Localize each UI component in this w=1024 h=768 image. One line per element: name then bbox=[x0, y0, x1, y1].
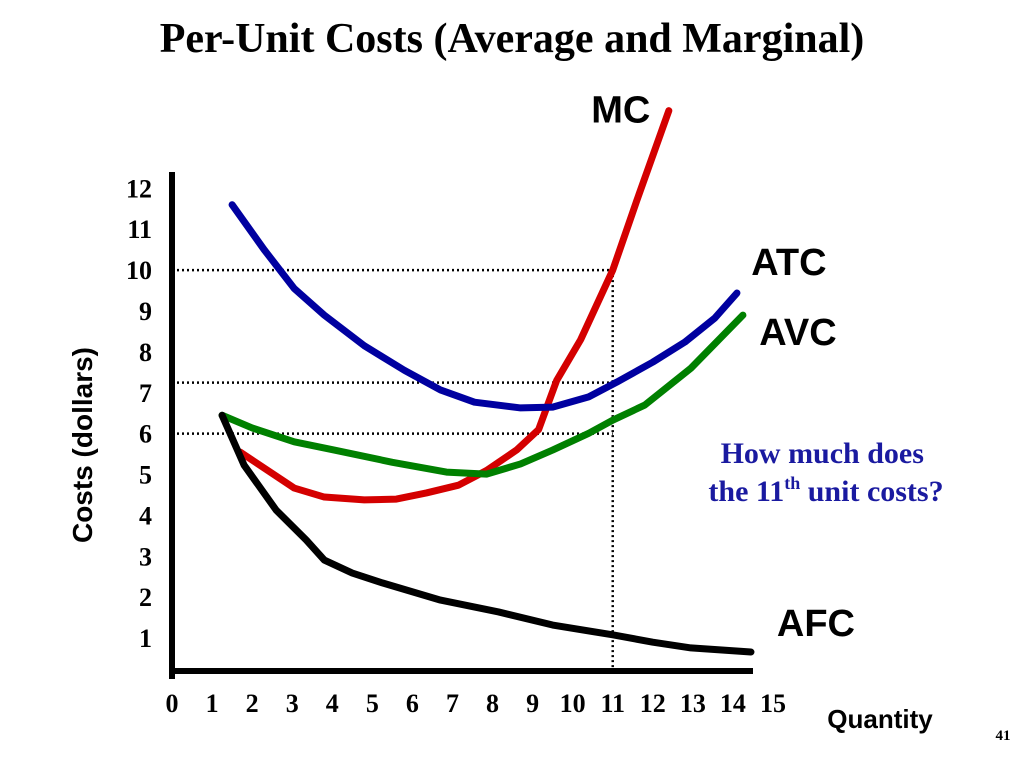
chart-title: Per-Unit Costs (Average and Marginal) bbox=[160, 16, 865, 62]
y-tick-label: 2 bbox=[139, 583, 152, 612]
y-tick-label: 4 bbox=[139, 501, 152, 530]
y-tick-label: 7 bbox=[139, 379, 152, 408]
x-tick-label: 0 bbox=[166, 689, 179, 718]
series-label: AVC bbox=[759, 312, 836, 354]
x-axis-label: Quantity bbox=[827, 704, 933, 734]
x-tick-label: 6 bbox=[406, 689, 419, 718]
x-tick-label: 15 bbox=[760, 689, 786, 718]
annotation-line: How much does bbox=[721, 437, 924, 470]
x-tick-label: 10 bbox=[560, 689, 586, 718]
x-tick-label: 9 bbox=[526, 689, 539, 718]
page-number: 41 bbox=[996, 728, 1011, 744]
x-tick-label: 13 bbox=[680, 689, 706, 718]
annotation-superscript: th bbox=[784, 473, 800, 493]
series-line bbox=[228, 201, 741, 412]
series-line bbox=[236, 107, 673, 504]
y-tick-label: 1 bbox=[139, 624, 152, 653]
x-tick-label: 7 bbox=[446, 689, 459, 718]
y-tick-label: 11 bbox=[127, 215, 152, 244]
y-tick-label: 9 bbox=[139, 297, 152, 326]
x-tick-label: 14 bbox=[720, 689, 746, 718]
series-label: AFC bbox=[777, 603, 855, 645]
y-tick-label: 8 bbox=[139, 338, 152, 367]
y-tick-label: 6 bbox=[139, 420, 152, 449]
x-tick-label: 4 bbox=[326, 689, 339, 718]
series-label: ATC bbox=[751, 242, 826, 284]
x-tick-label: 8 bbox=[486, 689, 499, 718]
y-tick-label: 12 bbox=[126, 174, 152, 203]
y-tick-label: 3 bbox=[139, 542, 152, 571]
x-tick-label: 2 bbox=[246, 689, 259, 718]
series-line bbox=[218, 311, 747, 478]
x-tick-label: 3 bbox=[286, 689, 299, 718]
annotation: How much does the 11th unit costs? bbox=[708, 437, 943, 508]
series-label: MC bbox=[591, 90, 650, 132]
y-tick-label: 5 bbox=[139, 461, 152, 490]
series-line bbox=[218, 411, 755, 656]
y-axis-label: Costs (dollars) bbox=[67, 347, 98, 543]
annotation-line: the 11 bbox=[708, 475, 784, 508]
x-tick-label: 12 bbox=[640, 689, 666, 718]
x-tick-label: 5 bbox=[366, 689, 379, 718]
x-tick-label: 11 bbox=[600, 689, 625, 718]
annotation-line: unit costs? bbox=[800, 475, 943, 508]
y-tick-label: 10 bbox=[126, 256, 152, 285]
x-tick-label: 1 bbox=[206, 689, 219, 718]
